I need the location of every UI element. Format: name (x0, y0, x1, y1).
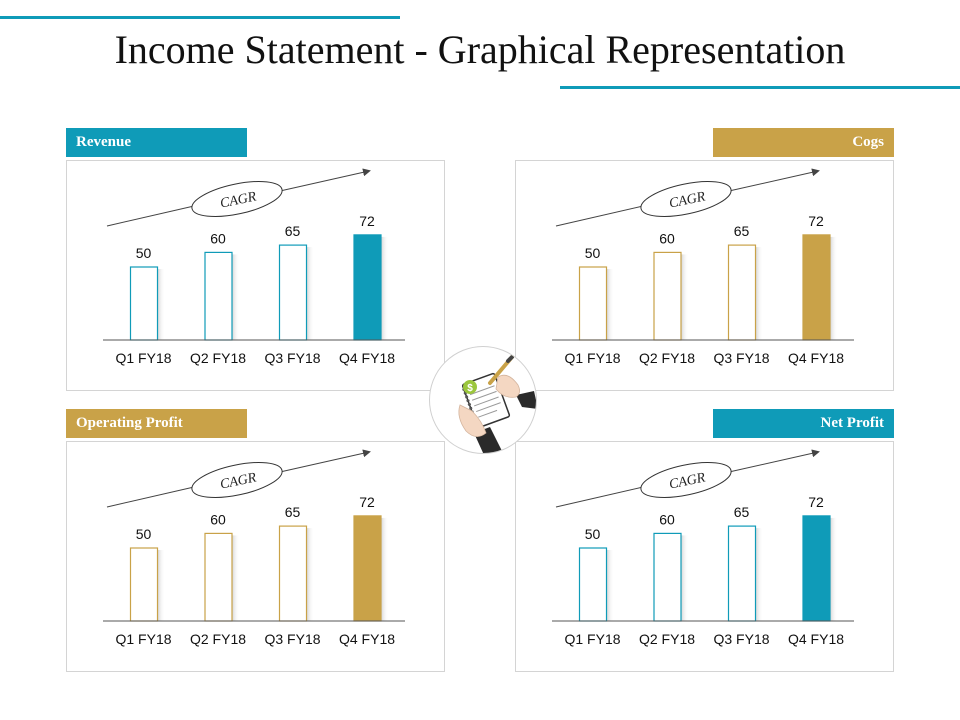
revenue-label: Revenue (66, 128, 247, 157)
bar-shadow (829, 236, 838, 340)
bar (204, 532, 233, 622)
data-label: 50 (585, 526, 601, 542)
cagr-ellipse (191, 461, 283, 499)
data-label: 50 (585, 245, 601, 261)
data-label: 72 (359, 494, 375, 510)
bar (278, 525, 308, 622)
cagr-arrow (728, 449, 820, 473)
svg-text:$: $ (467, 383, 473, 394)
cagr-arrow-left (106, 205, 195, 227)
category-label: Q2 FY18 (190, 631, 246, 647)
bar-shadow (380, 517, 389, 621)
bar-shadow (755, 247, 763, 340)
category-label: Q3 FY18 (264, 631, 320, 647)
bar (802, 234, 831, 341)
data-label: 65 (734, 504, 750, 520)
cagr-arrow-left (555, 486, 644, 508)
category-label: Q2 FY18 (190, 350, 246, 366)
cagr-ellipse (191, 180, 283, 218)
category-label: Q4 FY18 (788, 631, 844, 647)
page-title: Income Statement - Graphical Representat… (114, 27, 846, 72)
cagr-arrow (728, 168, 820, 192)
data-label: 50 (136, 245, 152, 261)
cagr-ellipse (640, 180, 732, 218)
data-label: 60 (659, 230, 675, 246)
category-label: Q2 FY18 (639, 350, 695, 366)
category-label: Q4 FY18 (788, 350, 844, 366)
data-label: 65 (285, 504, 301, 520)
category-label: Q3 FY18 (264, 350, 320, 366)
cagr-arrow-left (555, 205, 644, 227)
operating-profit-label: Operating Profit (66, 409, 247, 438)
category-label: Q1 FY18 (115, 350, 171, 366)
bar (802, 515, 831, 622)
bar (653, 532, 682, 622)
data-label: 65 (285, 223, 301, 239)
data-label: 72 (808, 494, 824, 510)
cagr-arrow-left (106, 486, 195, 508)
data-label: 60 (659, 511, 675, 527)
bar-shadow (231, 535, 240, 621)
bar (353, 515, 382, 622)
category-label: Q1 FY18 (564, 631, 620, 647)
bar (353, 234, 382, 341)
bar (204, 251, 233, 341)
category-label: Q4 FY18 (339, 631, 395, 647)
budget-clipboard-hands-icon: $ (429, 346, 537, 454)
data-label: 60 (210, 511, 226, 527)
category-label: Q1 FY18 (564, 350, 620, 366)
bar (727, 244, 757, 341)
top-left-accent-line (0, 16, 400, 19)
data-label: 60 (210, 230, 226, 246)
category-label: Q3 FY18 (713, 631, 769, 647)
top-right-accent-line (560, 86, 960, 89)
cogs-label: Cogs (713, 128, 894, 157)
net-profit-label: Net Profit (713, 409, 894, 438)
bar-shadow (755, 528, 763, 621)
bar-shadow (306, 528, 314, 621)
net-profit-chart-panel: CAGR 50 Q1 FY18 60 Q2 FY18 65 Q3 FY18 72 Q4 FY18 (515, 441, 894, 672)
bar-shadow (606, 550, 614, 621)
cagr-ellipse (640, 461, 732, 499)
bar-shadow (157, 550, 165, 621)
bar-shadow (829, 517, 838, 621)
operating-profit-chart-panel: CAGR 50 Q1 FY18 60 Q2 FY18 65 Q3 FY18 72 Q4 FY18 (66, 441, 445, 672)
bar (653, 251, 682, 341)
data-label: 72 (359, 213, 375, 229)
cagr-arrow (279, 449, 371, 473)
bar (278, 244, 308, 341)
cagr-arrow (279, 168, 371, 192)
bar (578, 266, 608, 341)
category-label: Q1 FY18 (115, 631, 171, 647)
category-label: Q2 FY18 (639, 631, 695, 647)
bar-shadow (306, 247, 314, 340)
category-label: Q4 FY18 (339, 350, 395, 366)
data-label: 65 (734, 223, 750, 239)
bar-shadow (680, 535, 689, 621)
bar (129, 266, 159, 341)
bar (727, 525, 757, 622)
bar-shadow (680, 254, 689, 340)
bar (129, 547, 159, 622)
data-label: 72 (808, 213, 824, 229)
category-label: Q3 FY18 (713, 350, 769, 366)
bar (578, 547, 608, 622)
bar-shadow (231, 254, 240, 340)
cogs-chart-panel: CAGR 50 Q1 FY18 60 Q2 FY18 65 Q3 FY18 72 Q4 FY18 (515, 160, 894, 391)
revenue-chart-panel: CAGR 50 Q1 FY18 60 Q2 FY18 65 Q3 FY18 72 Q4 FY18 (66, 160, 445, 391)
data-label: 50 (136, 526, 152, 542)
bar-shadow (157, 269, 165, 340)
bar-shadow (380, 236, 389, 340)
bar-shadow (606, 269, 614, 340)
